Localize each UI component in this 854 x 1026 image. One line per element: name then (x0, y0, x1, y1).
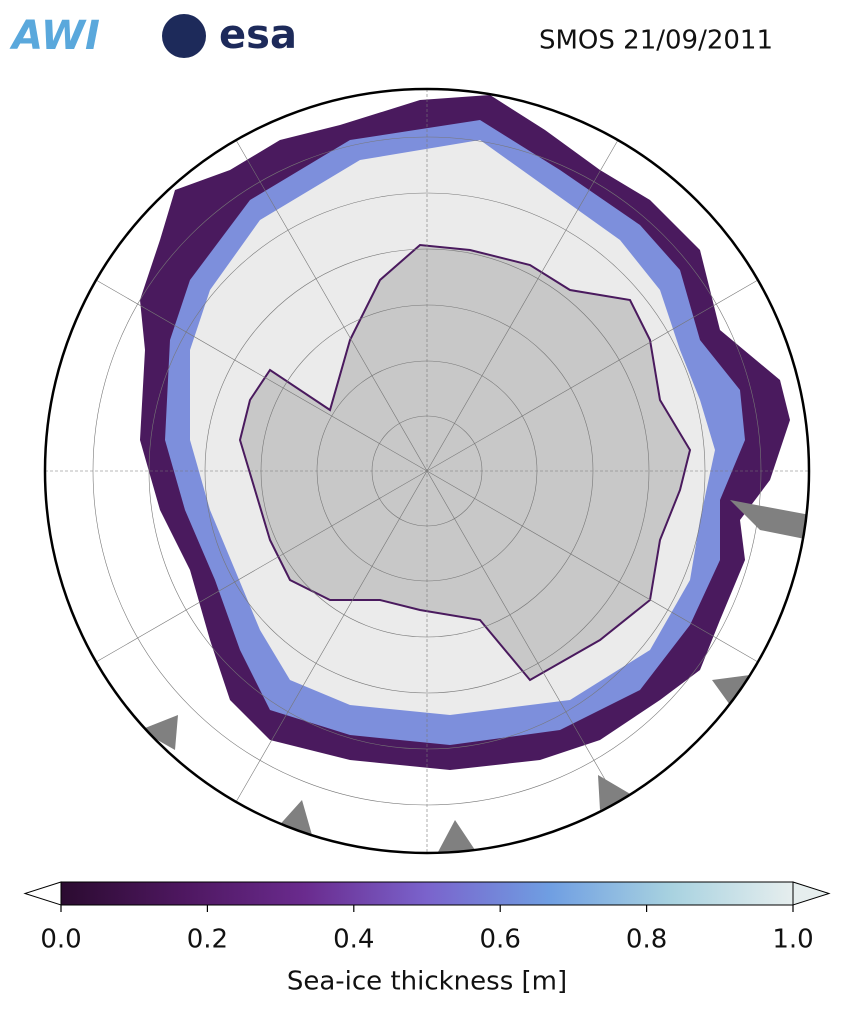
colorbar-under (23, 881, 62, 906)
colorbar-gradient (60, 881, 794, 906)
colorbar: 0.0 0.2 0.4 0.6 0.8 1.0 (23, 881, 831, 955)
colorbar-label: Sea-ice thickness [m] (287, 967, 567, 997)
colorbar-tick-label: 0.0 (40, 925, 81, 955)
colorbar-tick-label: 0.4 (333, 925, 374, 955)
awi-logo: AWI (9, 13, 100, 59)
colorbar-tick-label: 1.0 (772, 925, 813, 955)
map (45, 89, 809, 853)
esa-logo: esa (219, 12, 297, 58)
colorbar-tick-label: 0.6 (480, 925, 521, 955)
colorbar-tick-label: 0.8 (626, 925, 667, 955)
esa-logo-mark (162, 14, 206, 58)
graticule (45, 89, 809, 853)
antarctica (238, 243, 692, 682)
colorbar-tick-label: 0.2 (187, 925, 228, 955)
title: SMOS 21/09/2011 (539, 26, 773, 56)
colorbar-over (792, 881, 831, 906)
map-frame (43, 87, 811, 855)
